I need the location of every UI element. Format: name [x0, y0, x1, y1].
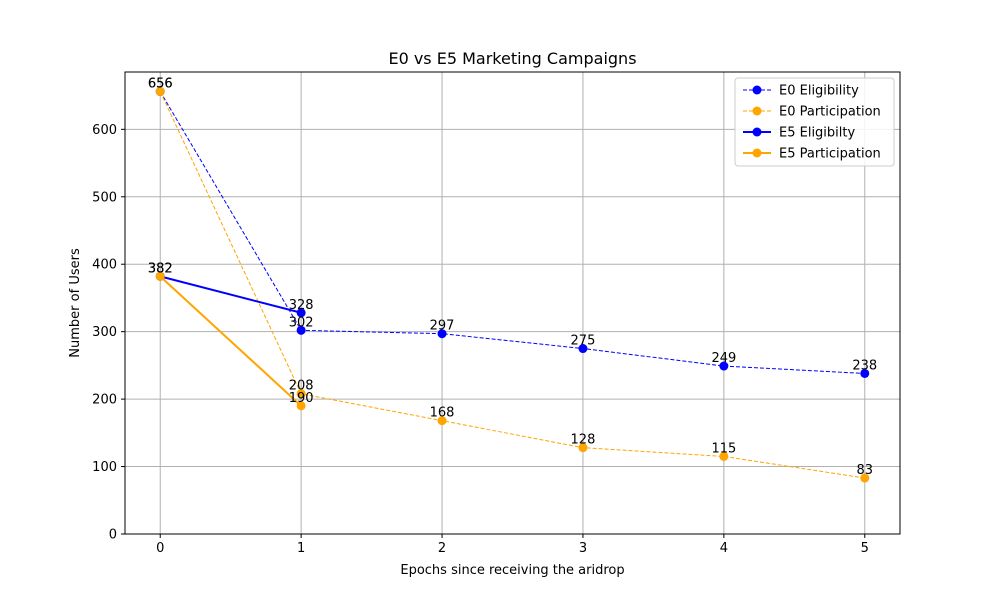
data-point — [296, 325, 306, 335]
data-label: 208 — [289, 379, 314, 394]
data-label: 128 — [571, 433, 596, 448]
series-line-1 — [159, 91, 865, 479]
data-label: 168 — [430, 406, 455, 421]
legend-marker — [752, 148, 762, 158]
legend-entry: E5 Eligibilty — [743, 126, 855, 141]
legend-marker — [752, 85, 762, 95]
data-point — [296, 401, 306, 411]
series-line-3 — [159, 275, 302, 407]
data-label: 328 — [289, 298, 314, 313]
y-tick-label: 400 — [92, 258, 117, 273]
series-line-0 — [159, 91, 865, 374]
data-point — [437, 416, 447, 426]
y-axis-label: Number of Users — [68, 248, 83, 358]
data-label: 382 — [148, 261, 173, 276]
data-point — [860, 368, 870, 378]
legend-box — [734, 77, 895, 167]
legend: E0 Eligibility E0 Participation E5 Eligibi… — [734, 77, 895, 167]
y-tick-label: 300 — [92, 325, 117, 340]
x-tick-label: 0 — [156, 541, 164, 556]
axis-ticks: 0 1 2 3 4 5 0 100 200 300 400 500 600 — [92, 123, 869, 556]
data-point — [719, 451, 729, 461]
y-tick-label: 100 — [92, 460, 117, 475]
x-tick-label: 5 — [861, 541, 869, 556]
plot-area-frame — [124, 71, 901, 535]
y-tick-label: 0 — [109, 528, 117, 543]
data-point — [296, 308, 306, 318]
legend-marker — [752, 127, 762, 137]
legend-label: E0 Eligibility — [779, 84, 859, 99]
data-label: 656 — [148, 77, 173, 92]
x-tick-label: 4 — [720, 541, 728, 556]
series-layer — [155, 87, 870, 483]
data-point — [578, 344, 588, 354]
y-tick-label: 200 — [92, 393, 117, 408]
data-label: 190 — [289, 391, 314, 406]
x-tick-label: 1 — [297, 541, 305, 556]
legend-entry: E0 Eligibility — [743, 84, 859, 99]
data-label: 297 — [430, 319, 455, 334]
data-label: 238 — [852, 358, 877, 373]
data-point — [719, 361, 729, 371]
legend-label: E0 Participation — [779, 105, 881, 120]
x-tick-label: 3 — [579, 541, 587, 556]
data-point — [155, 87, 165, 97]
series-line-2 — [159, 275, 302, 314]
data-point — [578, 443, 588, 453]
y-tick-label: 500 — [92, 190, 117, 205]
data-point — [155, 271, 165, 281]
legend-label: E5 Participation — [779, 147, 881, 162]
chart-title: E0 vs E5 Marketing Campaigns — [388, 49, 636, 68]
data-point — [437, 329, 447, 339]
data-point — [296, 389, 306, 399]
data-label: 302 — [289, 315, 314, 330]
legend-label: E5 Eligibilty — [779, 126, 855, 141]
x-axis-label: Epochs since receiving the aridrop — [400, 563, 624, 578]
data-label: 382 — [148, 261, 173, 276]
data-label: 115 — [711, 441, 736, 456]
data-label: 656 — [148, 77, 173, 92]
x-tick-label: 2 — [438, 541, 446, 556]
legend-entry: E0 Participation — [743, 105, 881, 120]
data-label: 249 — [711, 351, 736, 366]
legend-marker — [752, 106, 762, 116]
data-point — [860, 473, 870, 483]
data-label: 275 — [571, 334, 596, 349]
legend-entry: E5 Participation — [743, 147, 881, 162]
y-tick-label: 600 — [92, 123, 117, 138]
data-label: 83 — [856, 463, 873, 478]
